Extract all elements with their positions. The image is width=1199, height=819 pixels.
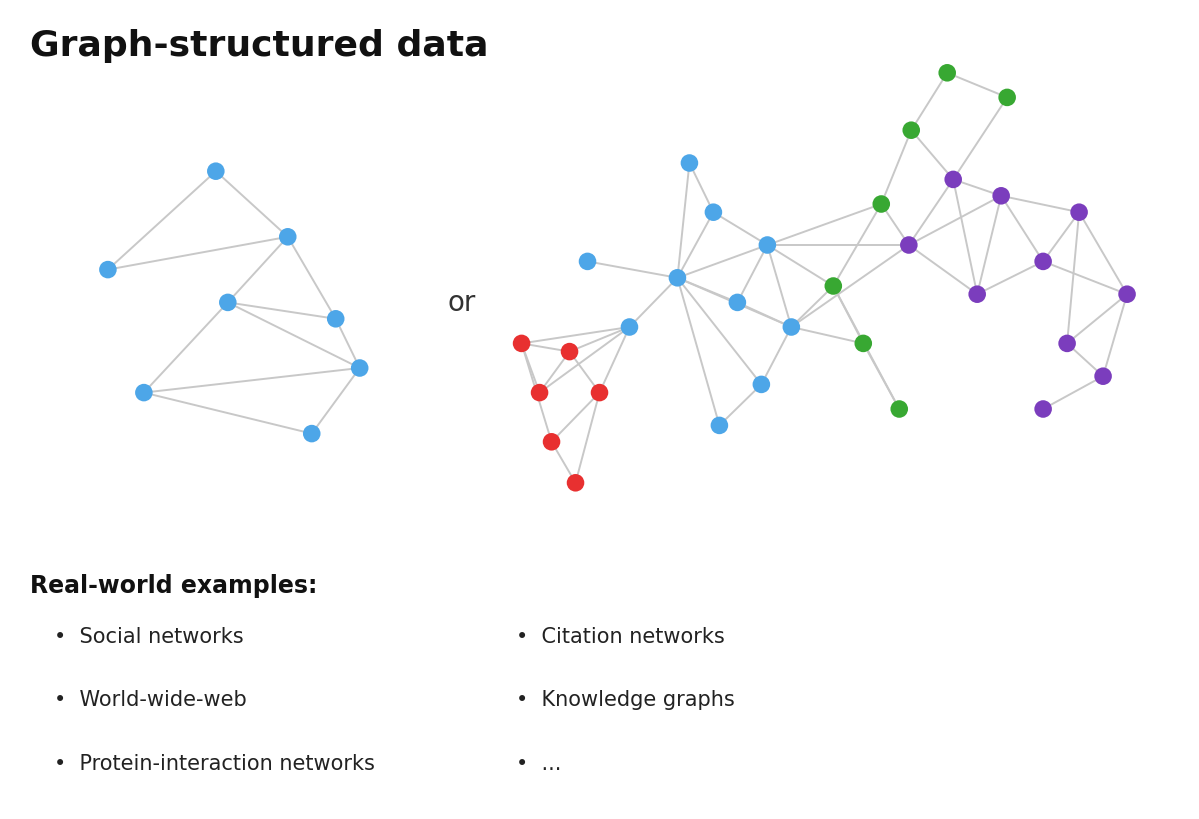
- Point: [968, 288, 987, 301]
- Point: [992, 190, 1011, 203]
- Text: Graph-structured data: Graph-structured data: [30, 29, 488, 62]
- Point: [1117, 288, 1137, 301]
- Point: [1058, 337, 1077, 351]
- Point: [680, 157, 699, 170]
- Text: or: or: [447, 289, 476, 317]
- Point: [350, 362, 369, 375]
- Point: [824, 280, 843, 293]
- Point: [902, 124, 921, 138]
- Point: [302, 428, 321, 441]
- Point: [542, 436, 561, 449]
- Point: [854, 337, 873, 351]
- Point: [326, 313, 345, 326]
- Point: [512, 337, 531, 351]
- Point: [620, 321, 639, 334]
- Point: [752, 378, 771, 391]
- Text: •  Citation networks: • Citation networks: [516, 627, 724, 646]
- Point: [278, 231, 297, 244]
- Point: [944, 174, 963, 187]
- Point: [218, 296, 237, 310]
- Text: •  Knowledge graphs: • Knowledge graphs: [516, 690, 734, 709]
- Point: [560, 346, 579, 359]
- Point: [590, 387, 609, 400]
- Point: [578, 256, 597, 269]
- Point: [758, 239, 777, 252]
- Point: [1093, 370, 1113, 383]
- Point: [1070, 206, 1089, 219]
- Point: [668, 272, 687, 285]
- Text: •  Protein-interaction networks: • Protein-interaction networks: [54, 753, 375, 772]
- Text: •  Social networks: • Social networks: [54, 627, 243, 646]
- Point: [899, 239, 918, 252]
- Point: [206, 165, 225, 179]
- Point: [98, 264, 118, 277]
- Point: [530, 387, 549, 400]
- Point: [872, 198, 891, 211]
- Point: [998, 92, 1017, 105]
- Point: [1034, 256, 1053, 269]
- Point: [782, 321, 801, 334]
- Point: [704, 206, 723, 219]
- Text: Real-world examples:: Real-world examples:: [30, 573, 318, 597]
- Point: [134, 387, 153, 400]
- Point: [710, 419, 729, 432]
- Point: [890, 403, 909, 416]
- Point: [728, 296, 747, 310]
- Point: [566, 477, 585, 490]
- Text: •  ...: • ...: [516, 753, 561, 772]
- Text: •  World-wide-web: • World-wide-web: [54, 690, 247, 709]
- Point: [1034, 403, 1053, 416]
- Point: [938, 67, 957, 80]
